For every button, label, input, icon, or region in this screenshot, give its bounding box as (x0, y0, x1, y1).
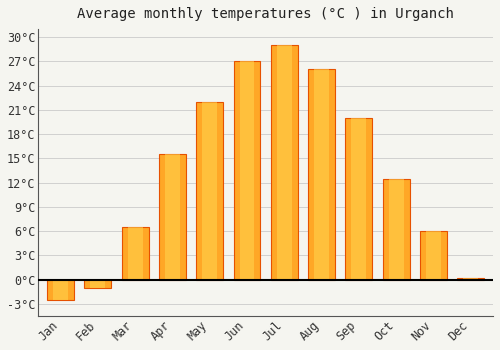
Bar (196, 102, 223, 280)
Bar (308, 69, 335, 280)
Bar (128, 227, 142, 280)
Bar (202, 102, 217, 280)
Bar (382, 178, 409, 280)
Bar (426, 231, 441, 280)
Bar (271, 45, 297, 280)
Bar (240, 61, 254, 280)
Bar (122, 227, 148, 280)
Bar (47, 280, 74, 300)
Bar (165, 154, 180, 280)
Bar (314, 69, 329, 280)
Bar (464, 278, 478, 280)
Title: Average monthly temperatures (°C ) in Urganch: Average monthly temperatures (°C ) in Ur… (77, 7, 454, 21)
Bar (352, 118, 366, 280)
Bar (458, 278, 484, 280)
Bar (388, 178, 404, 280)
Bar (234, 61, 260, 280)
Bar (90, 280, 106, 288)
Bar (53, 280, 68, 300)
Bar (84, 280, 112, 288)
Bar (346, 118, 372, 280)
Bar (159, 154, 186, 280)
Bar (277, 45, 291, 280)
Bar (420, 231, 447, 280)
